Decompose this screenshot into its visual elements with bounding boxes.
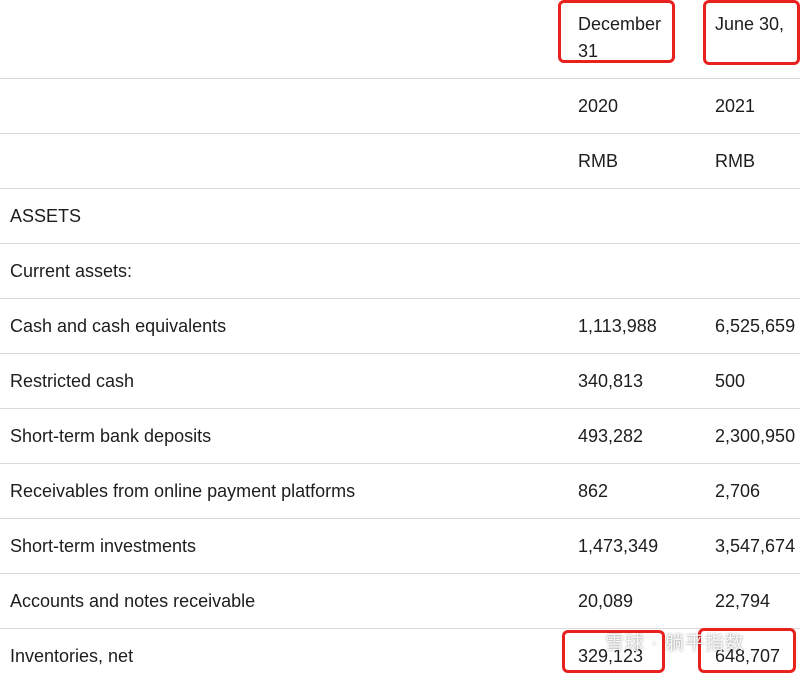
- table-header-row: December 31 June 30,: [0, 0, 800, 79]
- table-row-currency: RMB RMB: [0, 134, 800, 189]
- table-row-short-term-investments: Short-term investments 1,473,349 3,547,6…: [0, 519, 800, 574]
- column-header-december-31: December 31: [578, 14, 662, 61]
- table-row-receivables-platforms: Receivables from online payment platform…: [0, 464, 800, 519]
- currency-col1: RMB: [578, 151, 618, 171]
- value-col1: 20,089: [578, 591, 634, 611]
- value-col1: 493,282: [578, 426, 644, 446]
- section-heading-current-assets: Current assets:: [10, 261, 133, 281]
- value-col1: 862: [578, 481, 609, 501]
- value-col1: 1,473,349: [578, 536, 659, 556]
- value-col2: 3,547,674: [715, 536, 796, 556]
- table-row-accounts-receivable: Accounts and notes receivable 20,089 22,…: [0, 574, 800, 629]
- table-row-inventories: Inventories, net 329,123 648,707: [0, 629, 800, 683]
- value-col2: 6,525,659: [715, 316, 796, 336]
- column-header-june-30: June 30,: [715, 14, 785, 34]
- value-col1: 1,113,988: [578, 316, 657, 336]
- row-label: Accounts and notes receivable: [10, 591, 256, 611]
- table-row-bank-deposits: Short-term bank deposits 493,282 2,300,9…: [0, 409, 800, 464]
- table-row-assets: ASSETS: [0, 189, 800, 244]
- currency-col2: RMB: [715, 151, 755, 171]
- row-label: Inventories, net: [10, 646, 134, 666]
- value-col2: 2,300,950: [715, 426, 796, 446]
- row-label: Short-term bank deposits: [10, 426, 212, 446]
- year-2021: 2021: [715, 96, 756, 116]
- value-col1: 329,123: [578, 646, 644, 666]
- row-label: Short-term investments: [10, 536, 197, 556]
- table-row-restricted-cash: Restricted cash 340,813 500: [0, 354, 800, 409]
- year-2020: 2020: [578, 96, 619, 116]
- value-col2: 22,794: [715, 591, 771, 611]
- table-row-year: 2020 2021: [0, 79, 800, 134]
- table-row-current-assets: Current assets:: [0, 244, 800, 299]
- row-label: Restricted cash: [10, 371, 135, 391]
- value-col2: 500: [715, 371, 746, 391]
- value-col2: 2,706: [715, 481, 761, 501]
- value-col1: 340,813: [578, 371, 644, 391]
- row-label: Cash and cash equivalents: [10, 316, 227, 336]
- row-label: Receivables from online payment platform…: [10, 481, 356, 501]
- value-col2: 648,707: [715, 646, 781, 666]
- section-heading-assets: ASSETS: [10, 206, 82, 226]
- table-row-cash: Cash and cash equivalents 1,113,988 6,52…: [0, 299, 800, 354]
